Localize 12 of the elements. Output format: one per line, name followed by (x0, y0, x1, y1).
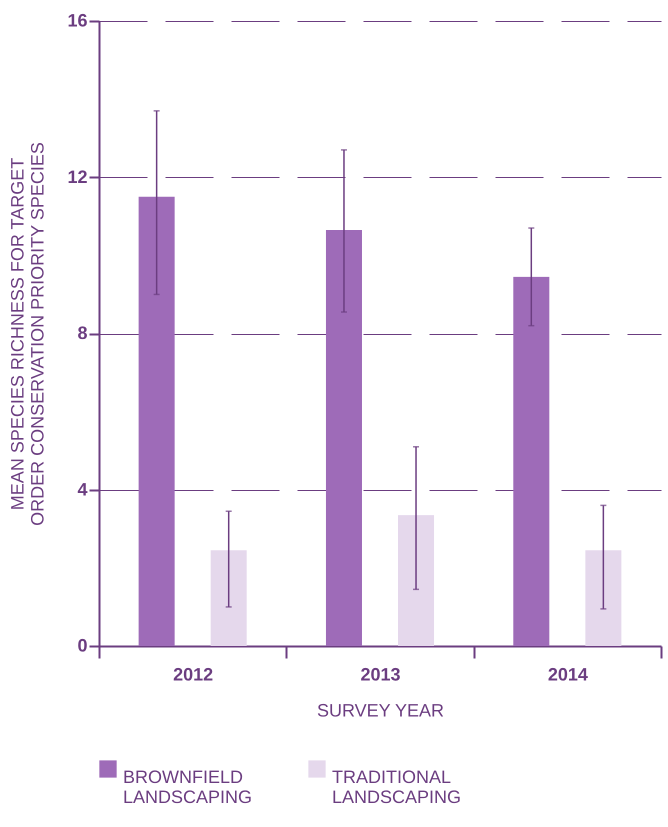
x-tick-label: 2013 (360, 664, 401, 684)
y-tick-label: 12 (67, 166, 88, 187)
y-tick-label: 4 (77, 479, 88, 500)
y-tick-label: 0 (77, 636, 88, 656)
x-tick-label: 2012 (173, 664, 214, 684)
y-tick-label: 16 (67, 10, 88, 30)
y-axis-title: MEAN SPECIES RICHNESS FOR TARGET ORDER CONSERVATION PRIORITY SPECIES (7, 142, 48, 526)
x-tick-label: 2014 (548, 664, 588, 684)
legend-label: TRADITIONAL LANDSCAPING (332, 767, 462, 807)
x-axis-title: SURVEY YEAR (316, 700, 444, 720)
legend-label: BROWNFIELD LANDSCAPING (123, 767, 252, 807)
y-tick-label: 8 (77, 323, 88, 343)
